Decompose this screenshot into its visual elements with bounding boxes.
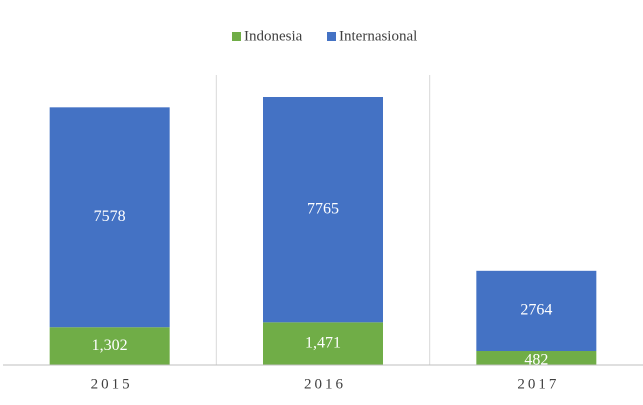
bar-segment bbox=[476, 351, 597, 365]
legend-label: Indonesia bbox=[244, 28, 303, 44]
legend-swatch bbox=[232, 32, 241, 41]
bar-segment bbox=[263, 322, 383, 365]
x-tick-label: 2016 bbox=[304, 376, 346, 392]
data-label: 1,302 bbox=[92, 337, 128, 354]
bar-segment bbox=[263, 97, 383, 323]
bar-segment bbox=[476, 270, 597, 352]
data-label: 7765 bbox=[307, 200, 339, 217]
data-label: 7578 bbox=[94, 208, 126, 225]
data-label: 482 bbox=[524, 352, 548, 369]
x-tick-label: 2017 bbox=[517, 376, 559, 392]
bar-segment bbox=[49, 327, 170, 365]
legend-label: Internasional bbox=[339, 28, 417, 44]
data-label: 1,471 bbox=[305, 334, 341, 351]
bar-segment bbox=[49, 107, 170, 328]
x-tick-label: 2015 bbox=[91, 376, 133, 392]
data-label: 2764 bbox=[520, 302, 552, 319]
legend-swatch bbox=[327, 32, 336, 41]
